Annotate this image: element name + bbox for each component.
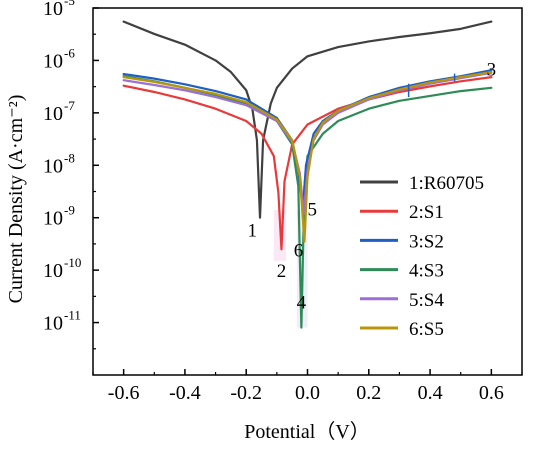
y-tick-exponent: -5 [64,0,75,8]
legend-label-4: 4:S3 [409,261,444,282]
curve-label-5: 5 [308,199,318,220]
x-tick-label: 0.4 [418,382,443,404]
curve-label-4: 4 [297,293,307,314]
legend-label-2: 2:S1 [409,202,444,223]
legend-label-5: 5:S4 [409,290,444,311]
y-tick-exponent: -6 [64,45,75,60]
y-tick-exponent: -7 [64,98,75,113]
series-line-2 [122,76,493,251]
curve-label-3: 3 [487,60,497,81]
axes: -0.6 -0.4 -0.2 0.0 0.2 0.4 0.610-510-610-710-8… [43,0,523,404]
curve-label-2: 2 [277,261,287,282]
y-tick-label: 10 [43,0,63,20]
y-tick-exponent: -8 [64,150,75,165]
y-tick-label: 10 [43,50,63,72]
y-tick-exponent: -11 [64,308,81,323]
y-tick-label: 10 [43,103,63,125]
x-tick-label: -0.2 [230,382,262,404]
legend: 1:R60705 2:S1 3:S2 4:S3 5:S4 6:S5 [360,173,484,340]
x-tick-label: 0.2 [356,382,381,404]
x-axis-title: Potential（V） [244,420,370,443]
y-tick-exponent: -9 [64,203,75,218]
y-tick-label: 10 [43,313,63,335]
legend-label-1: 1:R60705 [409,173,484,194]
series-line-6 [122,70,493,243]
x-tick-label: -0.4 [169,382,201,404]
curve-label-6: 6 [294,240,304,261]
y-tick-label: 10 [43,208,63,230]
legend-label-3: 3:S2 [409,231,444,252]
x-tick-label: 0.6 [479,382,504,404]
curve-label-1: 1 [247,220,257,241]
series-line-1 [122,20,493,219]
y-tick-exponent: -10 [64,255,81,270]
y-tick-label: 10 [43,155,63,177]
legend-label-6: 6:S5 [409,319,444,340]
series-line-3 [122,69,493,210]
y-axis-title: Current Density (A·cm⁻²) [5,95,27,304]
x-tick-label: -0.6 [108,382,140,404]
y-tick-label: 10 [43,260,63,282]
x-tick-label: 0.0 [295,382,320,404]
